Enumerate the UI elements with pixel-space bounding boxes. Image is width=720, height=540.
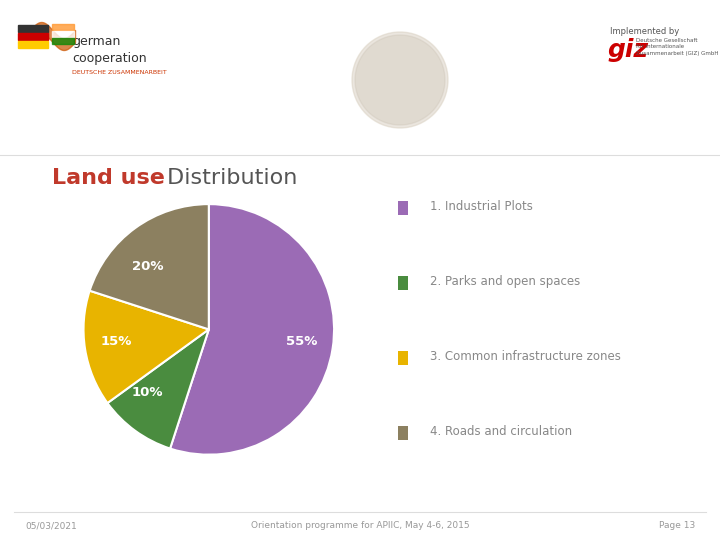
Text: german
cooperation: german cooperation — [72, 35, 147, 65]
Text: 20%: 20% — [132, 260, 163, 273]
Circle shape — [355, 35, 445, 125]
Text: 10%: 10% — [132, 386, 163, 399]
Bar — [18, 25, 48, 32]
Bar — [52, 24, 74, 30]
Bar — [52, 31, 74, 37]
Text: 55%: 55% — [286, 335, 317, 348]
Text: 15%: 15% — [101, 335, 132, 348]
Bar — [398, 351, 408, 365]
Circle shape — [352, 32, 448, 128]
Text: giz: giz — [608, 38, 649, 62]
Text: Deutsche Gesellschaft
für Internationale
Zusammenarbeit (GIZ) GmbH: Deutsche Gesellschaft für Internationale… — [636, 37, 719, 57]
Bar — [398, 200, 408, 214]
Text: 05/03/2021: 05/03/2021 — [25, 522, 77, 530]
Bar — [18, 33, 48, 40]
Text: Page 13: Page 13 — [659, 522, 695, 530]
Wedge shape — [90, 204, 209, 329]
Bar — [398, 276, 408, 290]
Text: Land use: Land use — [52, 168, 165, 188]
Bar — [18, 41, 48, 48]
Text: 1. Industrial Plots: 1. Industrial Plots — [430, 199, 533, 213]
Bar — [52, 38, 74, 44]
Wedge shape — [84, 291, 209, 403]
Wedge shape — [107, 329, 209, 449]
Wedge shape — [170, 204, 334, 455]
Text: 3. Common infrastructure zones: 3. Common infrastructure zones — [430, 350, 621, 363]
Text: DEUTSCHE ZUSAMMENARBEIT: DEUTSCHE ZUSAMMENARBEIT — [72, 70, 167, 75]
Bar — [398, 426, 408, 440]
Text: Orientation programme for APIIC, May 4-6, 2015: Orientation programme for APIIC, May 4-6… — [251, 522, 469, 530]
Text: Distribution: Distribution — [160, 168, 297, 188]
Text: 2. Parks and open spaces: 2. Parks and open spaces — [430, 275, 580, 288]
Text: Implemented by: Implemented by — [610, 28, 679, 37]
Text: 4. Roads and circulation: 4. Roads and circulation — [430, 425, 572, 438]
